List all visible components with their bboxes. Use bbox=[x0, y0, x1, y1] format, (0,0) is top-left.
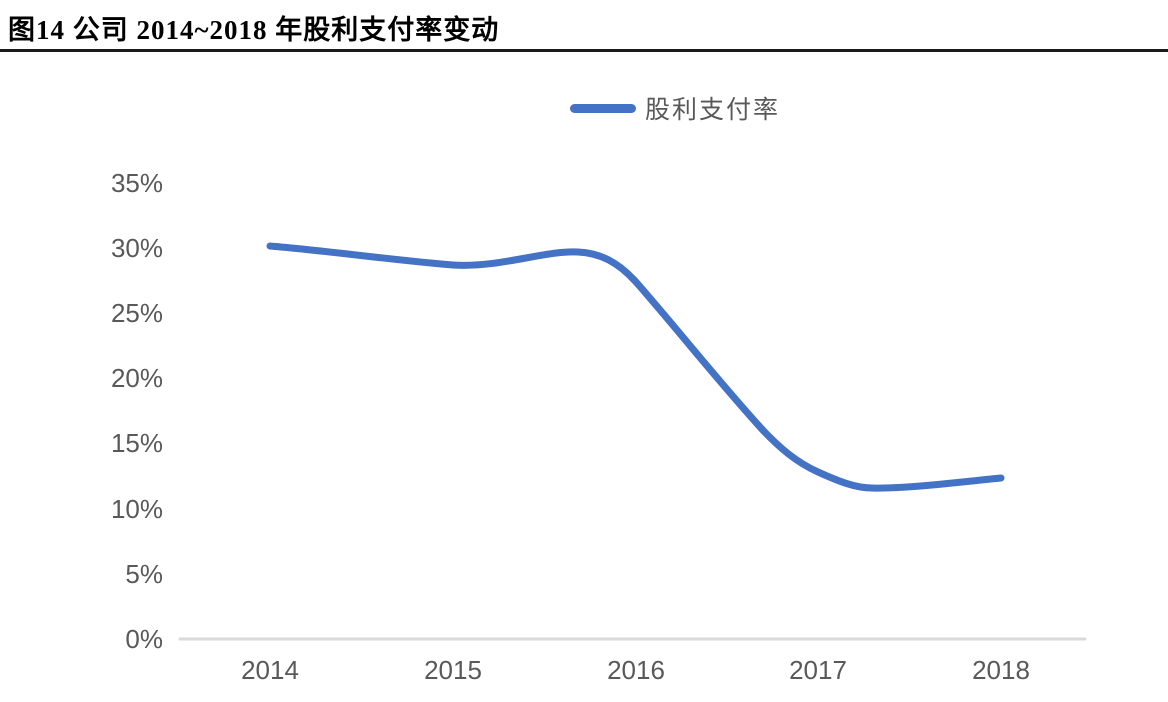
legend-line-swatch bbox=[570, 103, 636, 113]
x-axis-tick-label: 2017 bbox=[789, 655, 847, 685]
x-axis-tick-label: 2015 bbox=[424, 655, 482, 685]
payout-ratio-line bbox=[266, 242, 1005, 492]
x-axis-tick-label: 2016 bbox=[607, 655, 665, 685]
y-axis-tick-label: 0% bbox=[125, 624, 163, 654]
y-axis-tick-label: 35% bbox=[110, 168, 163, 198]
y-axis-tick-label: 25% bbox=[110, 298, 163, 328]
y-axis-tick-label: 10% bbox=[110, 494, 163, 524]
x-axis-tick-label: 2018 bbox=[972, 655, 1030, 685]
y-axis-tick-label: 5% bbox=[125, 559, 163, 589]
y-axis-tick-label: 20% bbox=[110, 363, 163, 393]
y-axis-tick-label: 15% bbox=[110, 428, 163, 458]
title-divider bbox=[0, 49, 1168, 52]
figure-title: 图14 公司 2014~2018 年股利支付率变动 bbox=[8, 15, 500, 45]
x-axis-tick-label: 2014 bbox=[241, 655, 299, 685]
legend-series-label: 股利支付率 bbox=[645, 97, 781, 124]
y-axis-tick-label: 30% bbox=[110, 233, 163, 263]
chart-legend: 股利支付率 bbox=[570, 94, 780, 124]
